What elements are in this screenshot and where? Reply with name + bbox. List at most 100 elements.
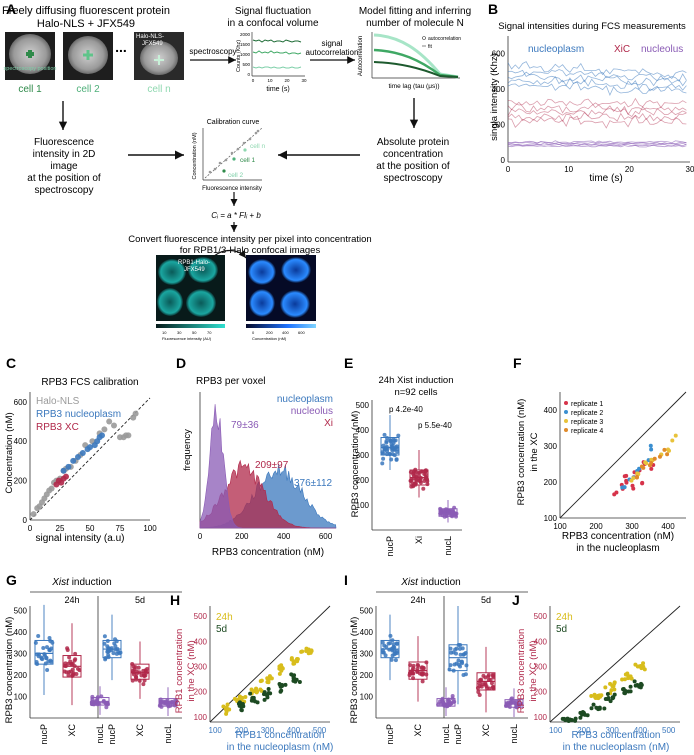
signal-xtick: 10 [267, 78, 273, 83]
h-xlabel-line1: RPB1 concentration [236, 730, 325, 741]
f-ylabel-line1: RPB3 concentration (nM) [516, 399, 527, 506]
plotI-point [457, 646, 462, 651]
j-ylabel-line1: RPB3 concentration [516, 629, 527, 714]
cbar2-title: Concentration (nM) [252, 336, 287, 341]
e-point [390, 443, 395, 448]
plotG-point [118, 650, 123, 655]
d-xtick: 200 [235, 532, 249, 541]
f-point-3 [634, 475, 639, 480]
c-point-1 [70, 457, 77, 464]
plotI-point [382, 643, 387, 648]
f-point-0 [624, 473, 629, 478]
e-point [380, 461, 385, 466]
plotG-ytick: 400 [14, 628, 28, 637]
plotG-point [105, 649, 110, 654]
d-xtick: 400 [277, 532, 291, 541]
plotJ-point-24h [641, 661, 646, 666]
j-ylabel-line2: in the XC (nM) [528, 640, 539, 701]
plotI-point [388, 633, 393, 638]
signal-ytick: 500 [242, 62, 250, 67]
e-point [421, 486, 426, 491]
e-point [387, 451, 392, 456]
plotI-point [514, 704, 519, 709]
e-point [422, 479, 427, 484]
signal-ylabel: Counts (Khz) [236, 40, 242, 72]
b-trace-nucleolus [507, 140, 687, 145]
autocorrelation-plot: autocorrelation fit Autocorrelation time… [358, 32, 461, 90]
plotG-point [103, 657, 108, 662]
c-point-0 [101, 426, 108, 433]
plotG-point [73, 651, 78, 656]
cells-ellipsis: ... [115, 39, 127, 55]
e-point [414, 477, 419, 482]
e-point [390, 448, 395, 453]
e-point [385, 449, 390, 454]
plotG-point [95, 695, 100, 700]
autocorr-ylabel: Autocorrelation [358, 36, 364, 76]
plotG-point [130, 661, 135, 666]
f-xtick: 100 [553, 522, 567, 531]
e-ytick: 200 [356, 476, 370, 485]
d-xlabel: RPB3 concentration (nM) [212, 547, 324, 558]
e-point [453, 514, 458, 519]
panel-letter-j: J [512, 592, 520, 608]
i-ylabel: RPB3 concentration (nM) [349, 617, 360, 724]
plotG-point [93, 700, 98, 705]
c-point-0 [106, 418, 113, 425]
cbar2-tick: 200 [266, 330, 273, 335]
plotI-point [504, 701, 509, 706]
e-point [450, 514, 455, 519]
cbar1-tick: 30 [177, 330, 182, 335]
img-label-line1: RPB1-Halo- [178, 260, 210, 266]
convert-line1: Convert fluorescence intensity per pixel… [128, 234, 371, 245]
plotJ-point-5d [585, 713, 590, 718]
f-legend-marker [564, 419, 568, 423]
plotH-point-5d [266, 686, 271, 691]
c-point-1 [60, 467, 67, 474]
plotG-point [36, 634, 41, 639]
plotG-point [164, 700, 169, 705]
plotG-point [142, 673, 147, 678]
plotI-point [461, 672, 466, 677]
abs-line3: at the position of [376, 161, 450, 172]
g-ylabel: RPB3 concentration (nM) [4, 617, 15, 724]
f-point-2 [643, 460, 648, 465]
c-point-1 [79, 450, 86, 457]
abs-line4: spectroscopy [384, 173, 443, 184]
plotG-point [106, 655, 111, 660]
plotJ-point-5d [578, 715, 583, 720]
cell-image-1: spectroscopy position [4, 32, 56, 80]
f-point-1 [649, 447, 654, 452]
plotI-point [441, 702, 446, 707]
e-point [381, 456, 386, 461]
plotI-point [453, 647, 458, 652]
plotH-point-24h [259, 678, 264, 683]
plotG-point [66, 673, 71, 678]
c-title: RPB3 FCS calibration [41, 377, 138, 388]
calib-title: Calibration curve [207, 119, 260, 126]
f-point-0 [640, 480, 645, 485]
c-xlabel: signal intensity (a.u) [36, 533, 125, 544]
c-xtick: 25 [56, 524, 65, 533]
plotH-ytick: 400 [194, 637, 208, 646]
fluor-line5: spectroscopy [35, 185, 94, 196]
plotI-point [448, 646, 453, 651]
b-trace-XiC [507, 111, 687, 122]
calibration-curve: Concentration (nM) Fluorescence intensit… [192, 127, 266, 192]
plotJ-point-5d [626, 689, 631, 694]
plotJ-point-24h [593, 695, 598, 700]
plotG-point [104, 705, 109, 710]
b-trace-nucleolus [507, 140, 687, 144]
panel-letter-g: G [6, 572, 17, 588]
plotJ-point-24h [612, 680, 617, 685]
e-point [408, 470, 413, 475]
d-legend-nucleoplasm: nucleoplasm [277, 394, 333, 405]
b-trace-nucleolus [507, 143, 687, 147]
plotI-ytick: 300 [360, 649, 374, 658]
plotI-point [411, 671, 416, 676]
plotH-xtick: 300 [261, 726, 275, 735]
signal-ytick: 1500 [240, 42, 251, 47]
e-point [416, 470, 421, 475]
cell-1-label: cell 1 [18, 84, 42, 95]
plotG-point [69, 662, 74, 667]
